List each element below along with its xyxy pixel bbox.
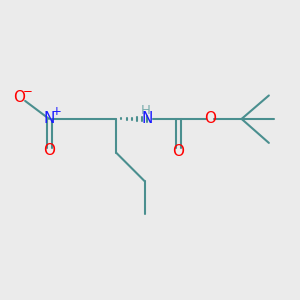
Text: +: +: [51, 105, 61, 118]
Text: N: N: [142, 111, 153, 126]
Text: O: O: [43, 143, 55, 158]
Text: H: H: [141, 104, 151, 117]
Text: O: O: [13, 90, 25, 105]
Text: O: O: [204, 111, 216, 126]
Text: −: −: [22, 85, 32, 98]
Text: O: O: [172, 144, 184, 159]
Text: N: N: [44, 111, 55, 126]
